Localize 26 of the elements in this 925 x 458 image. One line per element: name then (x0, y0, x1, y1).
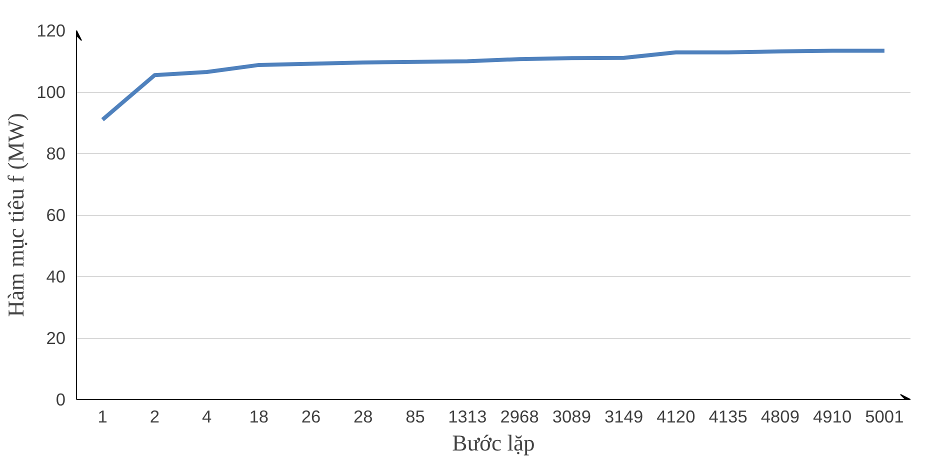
y-tick-label: 80 (46, 144, 66, 164)
y-tick-label: 120 (36, 20, 66, 40)
x-tick-label: 4120 (656, 406, 696, 426)
x-tick-label: 4910 (813, 406, 852, 426)
x-tick-label: 85 (406, 406, 425, 426)
x-tick-label: 2 (150, 406, 160, 426)
x-tick-label: 1313 (448, 406, 487, 426)
y-axis-title: Hàm mục tiêu f (MW) (4, 113, 29, 317)
x-tick-label: 1 (98, 406, 108, 426)
x-tick-label: 4 (202, 406, 212, 426)
x-tick-label: 3149 (604, 406, 644, 426)
y-tick-label: 60 (46, 205, 66, 225)
y-tick-label: 0 (56, 390, 66, 410)
y-tick-label: 100 (36, 82, 66, 102)
x-tick-label: 18 (249, 406, 269, 426)
x-tick-label: 4135 (708, 406, 748, 426)
x-tick-label: 2968 (500, 406, 539, 426)
x-tick-label: 4809 (760, 406, 800, 426)
y-tick-label: 20 (46, 328, 66, 348)
x-tick-label: 28 (354, 406, 373, 426)
line-series (100, 48, 886, 122)
x-tick-label: 3089 (552, 406, 591, 426)
x-tick-label: 5001 (865, 406, 904, 426)
x-axis-title: Bước lặp (452, 430, 535, 456)
y-tick-label: 40 (46, 266, 66, 286)
x-tick-label: 26 (301, 406, 321, 426)
